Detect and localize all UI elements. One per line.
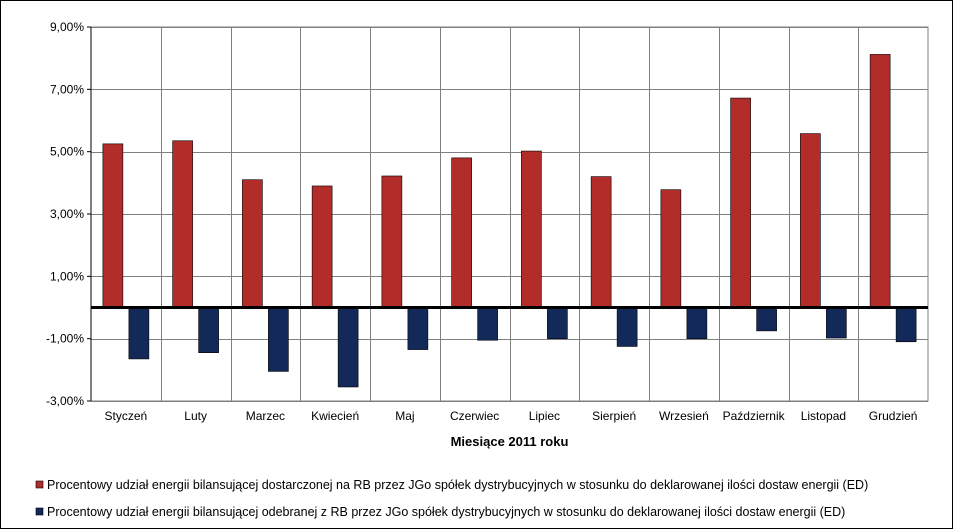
legend-marker-2 xyxy=(35,507,44,516)
bar-series-2 xyxy=(128,307,150,360)
bar-series-2 xyxy=(268,307,289,372)
bar-series-2 xyxy=(616,307,638,347)
bar-series-1 xyxy=(451,157,472,308)
x-tick-label: Sierpień xyxy=(592,409,636,423)
bar-series-1 xyxy=(172,140,193,308)
bar-series-1 xyxy=(242,179,263,308)
bar-series-1 xyxy=(869,54,891,308)
legend-label-2: Procentowy udział energii bilansującej o… xyxy=(47,505,845,519)
bar-series-2 xyxy=(686,307,708,339)
bar-series-1 xyxy=(521,150,542,308)
x-tick-label: Listopad xyxy=(801,409,846,423)
y-tick-label: 3,00% xyxy=(50,207,84,221)
bar-series-1 xyxy=(730,97,751,308)
bar-series-1 xyxy=(590,176,612,308)
bars xyxy=(102,54,917,388)
bar-series-2 xyxy=(407,307,429,350)
legend: Procentowy udział energii bilansującej d… xyxy=(35,478,868,519)
x-axis-ticks: Styczeń Luty Marzec Kwiecień Maj Czerwiec Lipi… xyxy=(105,409,918,423)
legend-label-1: Procentowy udział energii bilansującej d… xyxy=(47,478,868,492)
x-tick-label: Październik xyxy=(723,409,786,423)
x-tick-label: Czerwiec xyxy=(450,409,499,423)
bar-series-1 xyxy=(102,143,124,308)
bar-series-2 xyxy=(756,307,777,332)
y-tick-label: 1,00% xyxy=(50,269,84,283)
x-tick-label: Kwiecień xyxy=(311,409,359,423)
y-tick-label: 9,00% xyxy=(50,20,84,34)
x-tick-label: Grudzień xyxy=(869,409,918,423)
bar-series-1 xyxy=(311,185,333,308)
y-tick-label: 5,00% xyxy=(50,145,84,159)
bar-series-1 xyxy=(660,189,682,308)
x-axis-title: Miesiące 2011 roku xyxy=(451,434,569,449)
bar-series-2 xyxy=(547,307,568,339)
x-tick-label: Lipiec xyxy=(529,409,560,423)
x-tick-label: Luty xyxy=(184,409,207,423)
y-tick-label: 7,00% xyxy=(50,82,84,96)
bar-series-2 xyxy=(337,307,359,388)
legend-marker-1 xyxy=(35,480,44,489)
bar-series-2 xyxy=(198,307,219,353)
x-tick-label: Styczeń xyxy=(105,409,148,423)
y-axis-ticks: 9,00% 7,00% 5,00% 3,00% 1,00% -1,00% -3,00% xyxy=(46,20,91,408)
x-tick-label: Marzec xyxy=(246,409,285,423)
bar-series-1 xyxy=(800,133,821,308)
x-tick-label: Maj xyxy=(395,409,414,423)
y-tick-label: -3,00% xyxy=(46,394,84,408)
gridlines xyxy=(91,27,928,402)
x-tick-label: Wrzesień xyxy=(659,409,709,423)
bar-series-1 xyxy=(381,175,403,308)
bar-series-2 xyxy=(826,307,847,339)
bar-series-2 xyxy=(477,307,498,341)
y-tick-label: -1,00% xyxy=(46,332,84,346)
bar-series-2 xyxy=(895,307,917,343)
